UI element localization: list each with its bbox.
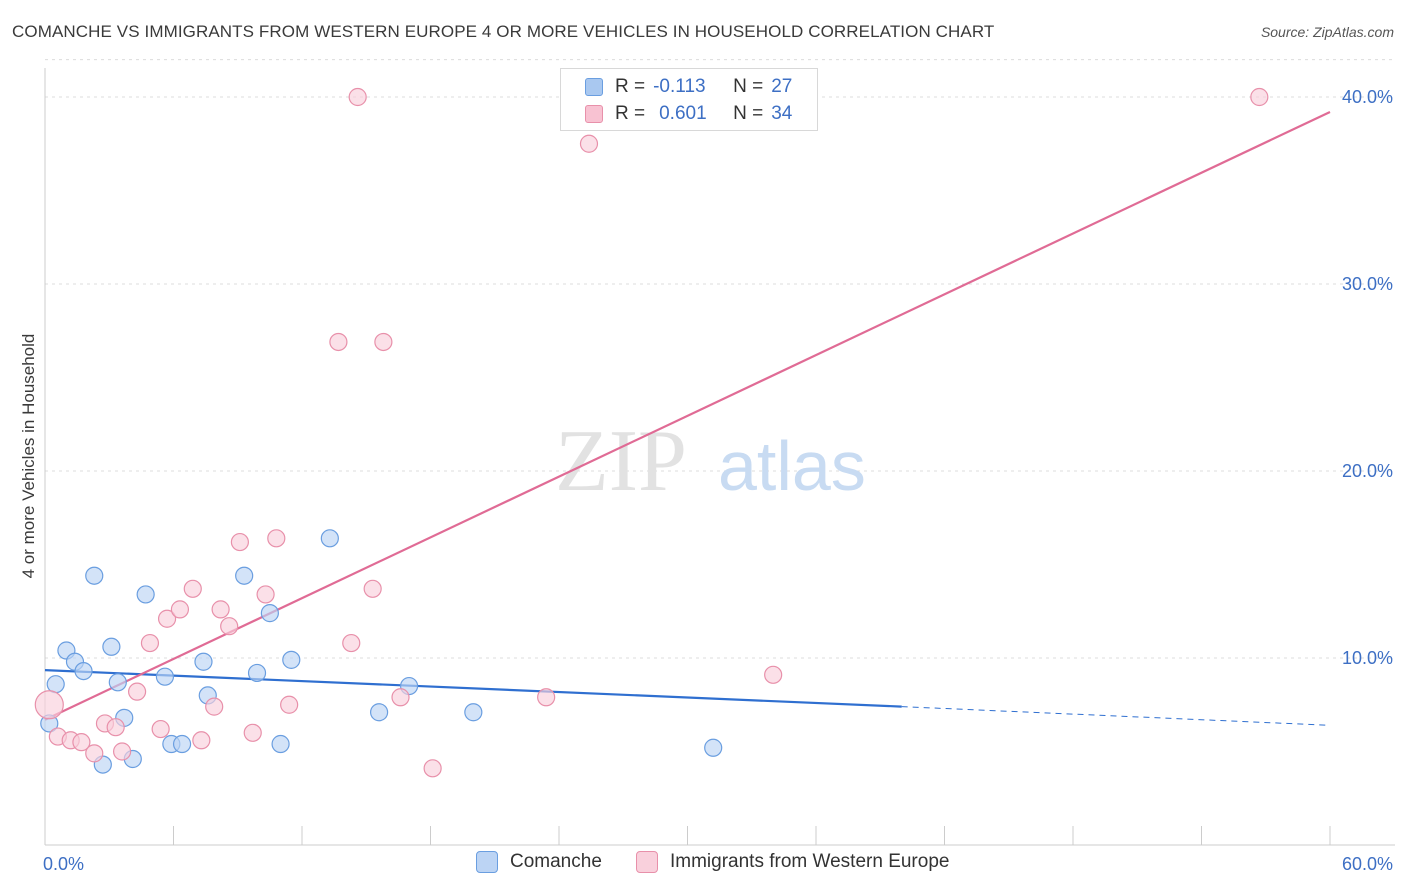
point-comanche bbox=[85, 566, 104, 585]
trend-lines bbox=[44, 110, 1331, 726]
y-tick-label: 10.0% bbox=[1342, 648, 1393, 668]
point-immigrants bbox=[140, 633, 160, 653]
point-immigrants bbox=[85, 744, 104, 763]
point-comanche bbox=[194, 652, 213, 671]
legend-label-immigrants: Immigrants from Western Europe bbox=[670, 851, 950, 872]
chart-title: COMANCHE VS IMMIGRANTS FROM WESTERN EURO… bbox=[12, 22, 995, 41]
point-comanche bbox=[46, 675, 65, 694]
point-immigrants bbox=[72, 733, 91, 752]
point-immigrants bbox=[211, 600, 230, 619]
point-immigrants bbox=[183, 579, 202, 598]
point-immigrants bbox=[151, 719, 170, 739]
series-legend: Comanche Immigrants from Western Europe bbox=[0, 851, 1406, 877]
point-comanche bbox=[235, 566, 254, 585]
point-immigrants bbox=[230, 532, 249, 552]
watermark-atlas: atlas bbox=[718, 427, 866, 505]
legend-label-comanche: Comanche bbox=[510, 851, 602, 872]
legend-swatch-comanche bbox=[476, 851, 498, 873]
point-immigrants bbox=[205, 697, 224, 716]
point-immigrants bbox=[170, 600, 190, 619]
tick-labels: 10.0% 20.0% 30.0% 40.0% 0.0% 60.0% bbox=[43, 87, 1393, 874]
point-comanche bbox=[155, 667, 175, 686]
point-immigrants bbox=[1250, 87, 1269, 107]
y-axis-label: 4 or more Vehicles in Household bbox=[19, 334, 38, 579]
legend-item-immigrants: Immigrants from Western Europe bbox=[636, 851, 949, 873]
point-immigrants bbox=[391, 688, 410, 707]
point-comanche bbox=[108, 673, 127, 692]
point-immigrants bbox=[267, 529, 286, 548]
point-comanche bbox=[464, 703, 483, 722]
legend-n-value: 34 bbox=[771, 103, 793, 124]
legend-swatch-immigrants bbox=[636, 851, 658, 873]
y-tick-label: 40.0% bbox=[1342, 87, 1393, 107]
source-label: Source: ZipAtlas.com bbox=[1260, 24, 1394, 40]
legend-swatch-comanche bbox=[585, 78, 603, 96]
y-tick-label: 30.0% bbox=[1342, 274, 1393, 294]
point-immigrants bbox=[348, 87, 367, 107]
point-immigrants bbox=[106, 718, 125, 737]
point-comanche bbox=[74, 661, 93, 681]
legend-swatch-immigrants bbox=[585, 105, 603, 123]
point-immigrants bbox=[579, 134, 599, 153]
legend-n-value: 27 bbox=[771, 76, 793, 97]
x-tick-label: 60.0% bbox=[1342, 854, 1393, 874]
legend-r-label: R = bbox=[615, 76, 646, 97]
point-immigrants bbox=[280, 695, 299, 714]
legend-n-label: N = bbox=[733, 103, 764, 124]
point-immigrants bbox=[220, 617, 239, 636]
point-comanche bbox=[172, 734, 192, 754]
point-comanche bbox=[271, 734, 290, 754]
point-immigrants bbox=[329, 332, 348, 352]
point-immigrants bbox=[112, 742, 132, 761]
point-immigrants bbox=[157, 609, 177, 628]
stats-legend: R = -0.113 N = 27 R = 0.601 N = 34 bbox=[560, 68, 818, 131]
legend-r-value: -0.113 bbox=[653, 76, 706, 97]
trend-line-comanche-extension bbox=[901, 706, 1331, 726]
trend-line-comanche bbox=[44, 669, 902, 708]
point-immigrants bbox=[537, 688, 556, 707]
legend-item-comanche: Comanche bbox=[476, 851, 602, 873]
point-comanche bbox=[704, 738, 723, 757]
point-comanche bbox=[136, 585, 155, 604]
point-immigrants bbox=[363, 579, 382, 598]
point-immigrants bbox=[374, 332, 393, 352]
y-tick-label: 20.0% bbox=[1342, 461, 1393, 481]
point-immigrants bbox=[192, 731, 211, 750]
legend-r-label: R = bbox=[615, 103, 646, 124]
point-comanche bbox=[370, 703, 389, 722]
legend-n-label: N = bbox=[733, 76, 764, 97]
trend-line-immigrants bbox=[44, 110, 1331, 721]
point-comanche bbox=[102, 637, 121, 656]
point-immigrants bbox=[256, 585, 275, 604]
point-comanche bbox=[260, 604, 279, 623]
point-comanche bbox=[320, 529, 339, 548]
point-comanche bbox=[247, 663, 267, 683]
point-comanche bbox=[282, 650, 301, 669]
point-immigrants bbox=[342, 633, 361, 653]
point-immigrants bbox=[764, 665, 783, 684]
point-immigrants bbox=[34, 690, 64, 720]
legend-r-value: 0.601 bbox=[659, 103, 707, 124]
point-immigrants bbox=[243, 723, 262, 742]
axes bbox=[44, 68, 1395, 846]
watermark: ZIP atlas bbox=[555, 413, 866, 510]
x-tick-label: 0.0% bbox=[43, 854, 84, 874]
legend-row-immigrants: R = 0.601 N = 34 bbox=[585, 102, 792, 126]
legend-row-comanche: R = -0.113 N = 27 bbox=[585, 75, 792, 99]
point-immigrants bbox=[423, 759, 442, 778]
point-immigrants bbox=[127, 682, 147, 701]
watermark-zip: ZIP bbox=[555, 413, 687, 510]
data-points bbox=[34, 87, 1269, 778]
